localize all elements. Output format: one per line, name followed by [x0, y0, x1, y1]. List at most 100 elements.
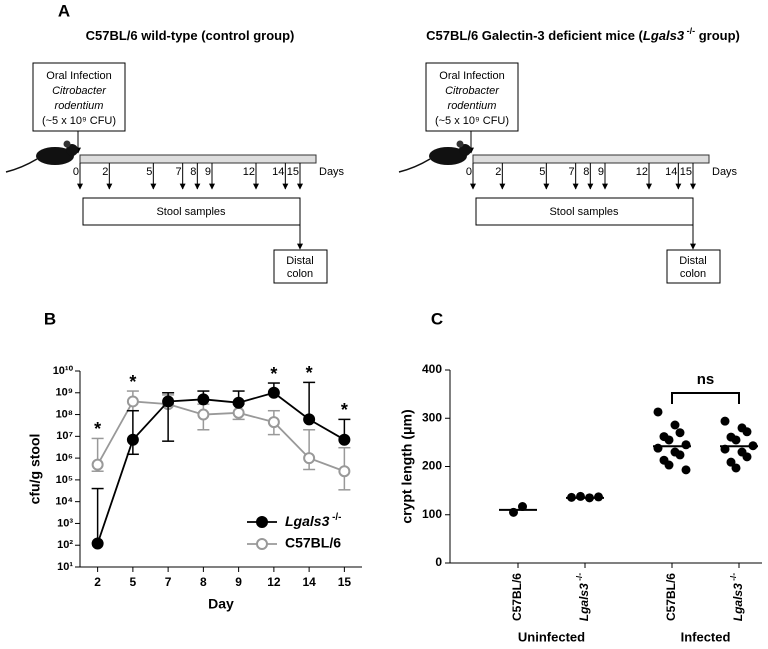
mouse-icon: [429, 147, 467, 165]
y-tick-label: 300: [422, 410, 442, 424]
dot: [675, 450, 685, 460]
dot: [670, 420, 680, 430]
day-label: 15: [287, 166, 299, 178]
mouse-icon: [459, 144, 471, 156]
point: [232, 406, 245, 419]
infection-box: [425, 62, 519, 132]
x-tick-label: 7: [165, 575, 172, 589]
dot: [664, 460, 674, 470]
legend-marker: [256, 516, 268, 528]
error-bar-upper: [303, 381, 316, 420]
point: [91, 537, 104, 550]
point: [303, 413, 316, 426]
y-tick-label: 0: [435, 555, 442, 569]
x-tick-label: Lgals3 -/-: [574, 573, 591, 621]
day-label: 7: [176, 166, 182, 178]
point: [338, 433, 351, 446]
x-tick-label: 5: [130, 575, 137, 589]
y-tick-label: 10²: [57, 539, 73, 551]
y-tick-label: 10¹⁰: [53, 365, 74, 377]
x-axis-label: Day: [208, 596, 234, 612]
mouse-icon: [398, 158, 431, 173]
group-label: Infected: [681, 629, 731, 644]
x-tick-label: 8: [200, 575, 207, 589]
day-label: 14: [665, 166, 677, 178]
point: [267, 386, 280, 399]
dot: [720, 416, 730, 426]
dot: [576, 491, 585, 501]
x-tick-label: 14: [302, 575, 316, 589]
x-tick-label: 15: [338, 575, 352, 589]
day-label: 12: [243, 166, 255, 178]
dot: [653, 443, 663, 453]
error-bar-lower: [162, 401, 175, 442]
infection-text: Oral Infection: [46, 70, 111, 82]
x-tick-label: 12: [267, 575, 281, 589]
day-label: 9: [205, 166, 211, 178]
y-tick-label: 10¹: [57, 561, 73, 573]
significance-star: *: [129, 372, 136, 392]
stool-text: Stool samples: [156, 206, 226, 218]
title-part: -/-: [684, 26, 695, 36]
infection-text: (~5 x 10⁹ CFU): [435, 115, 509, 127]
day-label: 2: [102, 166, 108, 178]
dot: [742, 427, 752, 437]
timeline-bar: [472, 154, 710, 164]
mouse-icon: [36, 147, 74, 165]
dot: [664, 435, 674, 445]
dot: [731, 435, 741, 445]
colon-text: Distal: [679, 255, 707, 267]
colon-text: colon: [287, 268, 313, 280]
stool-text: Stool samples: [549, 206, 619, 218]
infection-text: Citrobacter: [445, 85, 500, 97]
mouse-icon: [63, 140, 71, 148]
day-label: 8: [190, 166, 196, 178]
y-tick-label: 10³: [57, 517, 73, 529]
timeline-title: C57BL/6 wild-type (control group): [86, 28, 295, 43]
y-tick-label: 10⁷: [56, 430, 73, 442]
dot: [681, 440, 691, 450]
mouse-icon: [456, 140, 464, 148]
infection-text: Citrobacter: [52, 85, 107, 97]
stool-box: [82, 197, 301, 226]
day-label: 9: [598, 166, 604, 178]
title-part: C57BL/6 wild-type (control group): [86, 28, 295, 43]
panel-label: B: [44, 309, 56, 328]
day-label: 12: [636, 166, 648, 178]
y-tick-label: 10⁴: [55, 496, 73, 508]
legend-label: C57BL/6: [285, 535, 341, 551]
day-label: 5: [146, 166, 152, 178]
point: [126, 395, 139, 408]
x-tick-label: C57BL/6: [664, 573, 678, 621]
colon-box: [666, 249, 721, 284]
day-label: 0: [73, 166, 79, 178]
bracket-label: ns: [697, 371, 715, 388]
significance-star: *: [341, 400, 348, 420]
colon-text: Distal: [286, 255, 314, 267]
point: [197, 408, 210, 421]
y-tick-label: 10⁹: [56, 387, 73, 399]
legend-label: Lgals3 -/-: [285, 512, 341, 529]
y-tick-label: 10⁵: [56, 474, 73, 486]
day-label: 7: [569, 166, 575, 178]
x-tick-label: 2: [94, 575, 101, 589]
infection-text: Oral Infection: [439, 70, 504, 82]
series-line: [96, 391, 345, 544]
infection-text: rodentium: [55, 100, 104, 112]
infection-text: rodentium: [448, 100, 497, 112]
error-bar-upper: [91, 487, 104, 544]
day-label: 2: [495, 166, 501, 178]
dot: [681, 465, 691, 475]
dot: [675, 428, 685, 438]
colon-text: colon: [680, 268, 706, 280]
panel-label: C: [431, 309, 443, 328]
infection-box: [32, 62, 126, 132]
y-axis-label: crypt length (μm): [399, 409, 415, 523]
dot: [653, 407, 663, 417]
y-tick-label: 200: [422, 459, 442, 473]
point: [232, 396, 245, 409]
y-tick-label: 400: [422, 362, 442, 376]
x-tick-label: Lgals3 -/-: [728, 573, 745, 621]
title-part: Lgals3: [643, 28, 685, 43]
